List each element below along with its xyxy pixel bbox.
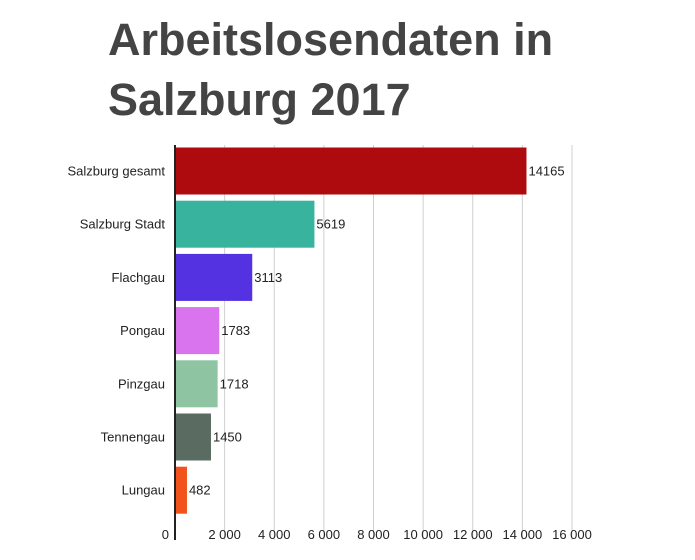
bar [175, 360, 218, 408]
bar [175, 253, 253, 301]
value-label: 482 [189, 483, 211, 498]
x-tick-label: 8 000 [357, 527, 390, 542]
chart-title: Arbeitslosendaten in Salzburg 2017 [108, 14, 554, 125]
x-tick-label: 6 000 [308, 527, 341, 542]
bars [175, 147, 527, 514]
x-tick-label: 10 000 [403, 527, 443, 542]
category-label: Pinzgau [118, 376, 165, 391]
value-label: 5619 [316, 217, 345, 232]
x-tick-label: 12 000 [453, 527, 493, 542]
category-label: Lungau [122, 483, 165, 498]
bar [175, 200, 315, 248]
category-label: Salzburg Stadt [80, 217, 166, 232]
grid-lines [224, 145, 573, 540]
x-tick-labels: 0 2 000 4 000 6 000 8 000 10 000 12 000 14 000 1… [162, 527, 592, 542]
value-label: 1718 [220, 376, 249, 391]
category-labels: Salzburg gesamt Salzburg Stadt Flachgau Pon… [67, 164, 165, 498]
x-tick-label: 0 [162, 527, 169, 542]
bar [175, 307, 220, 355]
category-label: Salzburg gesamt [67, 164, 165, 179]
x-tick-label: 2 000 [208, 527, 241, 542]
value-labels: 14165 5619 3113 1783 1718 1450 482 [189, 164, 565, 498]
x-tick-label: 14 000 [502, 527, 542, 542]
category-label: Flachgau [112, 270, 165, 285]
x-tick-label: 16 000 [552, 527, 592, 542]
bar [175, 147, 527, 195]
category-label: Tennengau [101, 430, 165, 445]
bar [175, 466, 187, 514]
value-label: 1783 [221, 323, 250, 338]
x-tick-label: 4 000 [258, 527, 291, 542]
category-label: Pongau [120, 323, 165, 338]
value-label: 1450 [213, 430, 242, 445]
value-label: 3113 [254, 270, 282, 285]
value-label: 14165 [528, 164, 564, 179]
bar [175, 413, 211, 461]
